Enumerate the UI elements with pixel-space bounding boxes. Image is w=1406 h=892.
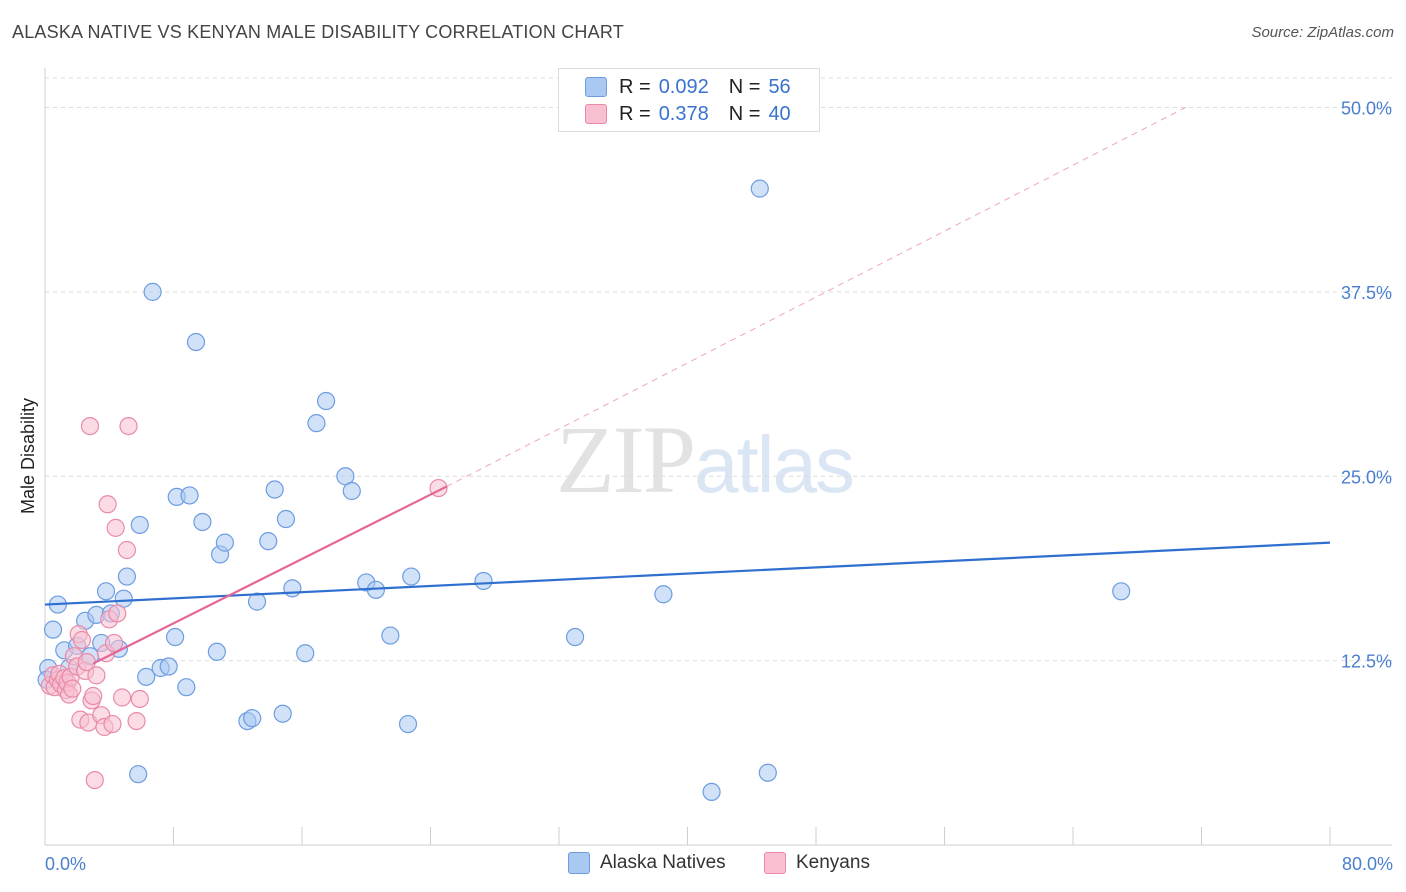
x-tick-label-min: 0.0% [45,854,86,874]
kenyan-point [80,417,100,436]
alaska-native-point [273,704,292,723]
alaska-native-point [207,642,226,661]
alaska-native-point [654,585,673,604]
legend-swatch-alaska-natives [568,852,590,874]
alaska-native-point [43,620,63,639]
legend-n-label: N = [728,75,761,98]
y-tick-label: 37.5% [1341,283,1392,303]
kenyan-point [72,630,92,650]
legend-swatch-kenyans-bottom [764,852,786,874]
alaska-native-point [342,481,361,501]
y-tick-label: 12.5% [1341,652,1392,672]
kenyan-point [127,711,146,731]
kenyan-point [85,770,104,790]
x-tick-label-max: 80.0% [1342,854,1393,874]
kenyan-point [117,540,137,560]
legend-r-value: 0.092 [658,75,709,98]
legend-row-kenyans: R = 0.378 N = 40 [585,102,811,126]
kenyan-point [112,688,132,707]
alaska-native-point [143,282,162,301]
alaska-native-point [307,414,326,433]
legend-n-value: 56 [768,75,791,98]
alaska-native-point [296,644,315,663]
kenyan-point [108,604,127,623]
alaska-native-point [259,532,278,551]
kenyan-point [63,679,82,698]
legend-row-alaska: R = 0.092 N = 56 [585,75,811,99]
stats-legend: R = 0.092 N = 56 R = 0.378 N = 40 [558,68,820,132]
legend-n-label: N = [728,102,761,125]
trend-lines [44,107,1331,665]
alaska-native-point [180,486,199,505]
gridlines [45,77,1392,662]
kenyan-point [106,518,125,537]
alaska-native-point [381,626,400,645]
alaska-native-point [215,533,234,552]
alaska-native-point [283,579,302,598]
kenyan-point [84,686,103,706]
source-label: Source: ZipAtlas.com [1251,24,1394,41]
alaska-native-point [186,332,206,352]
alaska-native-point [193,512,212,532]
legend-item-kenyans[interactable]: Kenyans [764,852,870,874]
alaska-native-point [1112,582,1131,601]
alaska-native-point [117,567,137,586]
y-tick-label: 50.0% [1341,99,1392,119]
kenyan-trend-extension [446,107,1186,488]
alaska-native-point [702,782,721,802]
alaska-native-trend-line [44,541,1331,606]
chart-title: ALASKA NATIVE VS KENYAN MALE DISABILITY … [12,22,624,42]
watermark-atlas: atlas [694,420,855,509]
legend-n-value: 40 [768,102,791,125]
watermark: ZIPatlas [556,404,855,515]
kenyan-trend-line [92,485,448,665]
legend-swatch-kenyans [585,104,607,124]
alaska-native-point [758,763,777,782]
y-axis-label: Male Disability [18,398,38,514]
alaska-native-point [265,480,284,499]
alaska-native-point [316,391,336,411]
data-points [37,179,1131,802]
alaska-native-point [750,179,769,198]
legend-r-label: R = [619,102,651,125]
series-legend: Alaska Natives Kenyans [0,852,1406,878]
legend-label-kenyans: Kenyans [796,852,870,873]
kenyan-point [104,633,124,653]
alaska-native-point [137,667,156,686]
y-tick-label: 25.0% [1341,467,1392,487]
alaska-native-point [129,765,148,784]
legend-label-alaska-natives: Alaska Natives [600,852,726,873]
alaska-native-point [565,627,585,647]
alaska-native-point [276,509,296,529]
kenyan-point [87,666,106,685]
axes [44,68,1392,846]
legend-swatch-alaska [585,77,607,97]
kenyan-point [103,714,122,734]
alaska-native-point [243,709,262,728]
kenyan-point [98,495,117,514]
alaska-native-point [474,571,493,591]
legend-item-alaska-natives[interactable]: Alaska Natives [568,852,726,874]
alaska-native-point [96,582,116,601]
alaska-native-point [130,515,149,535]
alaska-native-point [166,627,185,647]
kenyan-point [130,689,149,709]
alaska-native-point [177,678,196,697]
alaska-native-point [402,567,421,586]
watermark-zip: ZIP [556,406,696,513]
alaska-native-point [398,714,418,734]
alaska-native-point [247,592,267,611]
kenyan-point [119,417,138,436]
legend-r-value: 0.378 [658,102,709,125]
alaska-native-point [159,657,178,676]
legend-r-label: R = [619,75,651,98]
axis-labels: 12.5% 25.0% 37.5% 50.0% 0.0% 80.0% Male Disabi… [18,99,1393,875]
